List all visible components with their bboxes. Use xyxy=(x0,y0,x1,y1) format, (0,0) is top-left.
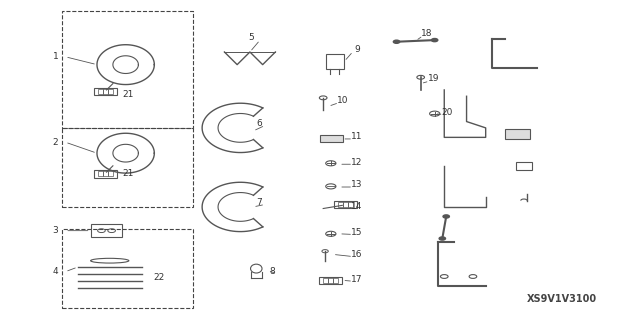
Bar xyxy=(323,278,328,283)
Circle shape xyxy=(439,237,445,240)
Text: 8: 8 xyxy=(269,267,275,276)
Text: 1: 1 xyxy=(52,52,58,61)
Bar xyxy=(102,89,108,94)
Bar xyxy=(108,89,113,94)
Text: 18: 18 xyxy=(421,29,433,38)
Text: 12: 12 xyxy=(351,158,363,167)
Bar xyxy=(348,202,353,207)
Bar xyxy=(98,89,102,94)
Bar xyxy=(334,201,357,208)
Text: 2: 2 xyxy=(52,137,58,147)
Bar xyxy=(102,171,108,176)
Bar xyxy=(108,171,113,176)
Text: 3: 3 xyxy=(52,226,58,235)
Text: 22: 22 xyxy=(153,273,164,282)
Bar xyxy=(319,277,342,284)
Circle shape xyxy=(431,39,438,42)
Text: 5: 5 xyxy=(248,33,254,42)
Bar xyxy=(505,130,531,139)
Bar xyxy=(343,202,348,207)
Text: 19: 19 xyxy=(428,74,439,83)
Circle shape xyxy=(443,215,449,218)
Text: 4: 4 xyxy=(52,267,58,276)
Bar xyxy=(91,224,122,237)
Text: 21: 21 xyxy=(122,169,133,178)
Circle shape xyxy=(394,40,400,43)
Text: 21: 21 xyxy=(122,90,133,99)
Bar xyxy=(328,278,333,283)
Text: 6: 6 xyxy=(257,119,262,128)
Text: XS9V1V3100: XS9V1V3100 xyxy=(527,293,597,304)
Text: 13: 13 xyxy=(351,180,363,189)
Bar xyxy=(94,170,116,178)
Bar xyxy=(338,202,343,207)
Bar xyxy=(326,54,344,69)
Text: 10: 10 xyxy=(337,97,348,106)
Text: 20: 20 xyxy=(442,108,453,117)
Text: 15: 15 xyxy=(351,228,363,237)
Bar xyxy=(98,171,102,176)
Text: 16: 16 xyxy=(351,250,363,259)
Text: 11: 11 xyxy=(351,132,363,141)
Text: 17: 17 xyxy=(351,275,363,284)
Text: 14: 14 xyxy=(351,203,363,211)
Bar xyxy=(320,136,342,142)
Bar xyxy=(94,88,116,95)
Bar xyxy=(333,278,339,283)
Text: 9: 9 xyxy=(354,45,360,54)
Text: 7: 7 xyxy=(257,198,262,207)
